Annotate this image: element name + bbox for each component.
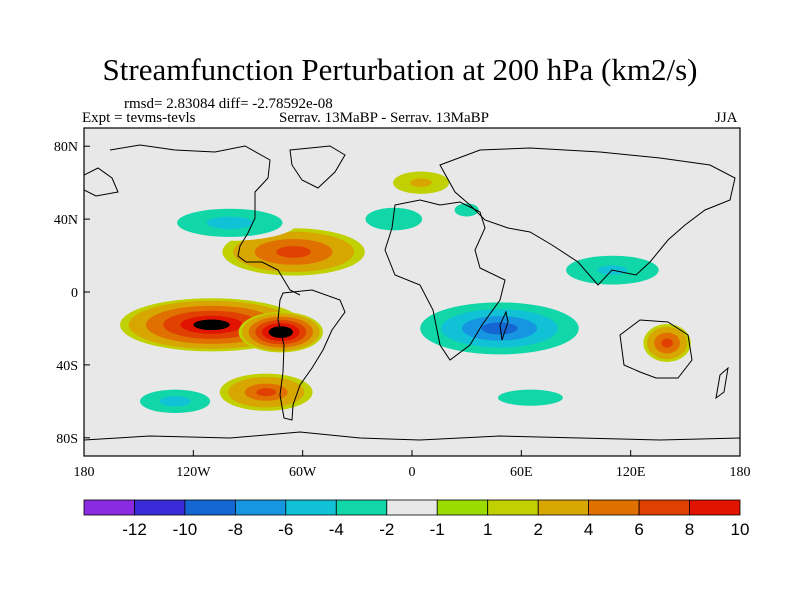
x-tick-label: 120E <box>616 465 646 480</box>
contour-band-9 <box>662 339 672 347</box>
x-tick-label: 60W <box>289 465 317 480</box>
y-tick-label: 80S <box>56 432 78 447</box>
colorbar-label: 4 <box>584 520 593 539</box>
x-tick-label: 120W <box>176 465 211 480</box>
colorbar-label: 1 <box>483 520 492 539</box>
season-label: JJA <box>715 110 738 126</box>
colorbar-swatch <box>638 499 690 516</box>
colorbar-swatch <box>184 499 236 516</box>
contour-band-3 <box>165 398 185 405</box>
colorbar-label: -10 <box>173 520 198 539</box>
coast-south-america <box>277 289 346 421</box>
contour-band-4 <box>278 247 309 257</box>
contour-band-7 <box>481 322 518 335</box>
contour-band-5 <box>215 218 245 227</box>
coast-australia <box>619 319 693 379</box>
contour-band-2 <box>256 388 277 397</box>
x-tick-label: 60E <box>510 465 533 480</box>
colorbar-label: 8 <box>685 520 694 539</box>
experiment-label: Expt = tevms-tevls <box>82 110 196 126</box>
x-tick-label: 180 <box>730 465 751 480</box>
colorbar-label: -6 <box>278 520 293 539</box>
y-tick-label: 40N <box>54 213 78 228</box>
stats-text: rmsd= 2.83084 diff= -2.78592e-08 <box>124 96 333 112</box>
colorbar-swatch <box>537 499 590 516</box>
contour-band-10 <box>461 207 472 213</box>
coast-madagascar <box>499 310 509 341</box>
colorbar-swatch <box>83 499 135 516</box>
coast-alaska <box>84 167 119 197</box>
coast-europe-africa <box>384 199 506 361</box>
colorbar-label: 10 <box>731 520 750 539</box>
colorbar-swatch <box>588 499 640 516</box>
x-axis: 180 120W 60W 0 60E 120E 180 <box>74 450 751 480</box>
contour-band-11 <box>410 178 432 187</box>
comparison-label: Serrav. 13MaBP - Serrav. 13MaBP <box>279 110 489 126</box>
colorbar-swatch <box>689 499 741 516</box>
y-tick-label: 40S <box>56 359 78 374</box>
colorbar-label: -4 <box>329 520 344 539</box>
colorbar-swatch <box>335 499 388 516</box>
y-tick-label: 80N <box>54 140 78 155</box>
coast-north-america <box>109 144 301 296</box>
colorbar-swatch <box>487 499 539 516</box>
colorbar-label: -1 <box>430 520 445 539</box>
contour-band-0 <box>193 319 230 330</box>
coast-asia <box>439 147 736 286</box>
contour-band-8 <box>517 394 544 402</box>
colorbar-swatch <box>134 499 186 516</box>
colorbar-swatch <box>386 499 438 516</box>
coast-antarctica <box>84 431 740 441</box>
plot-title: Streamfunction Perturbation at 200 hPa (… <box>102 52 698 87</box>
coastlines <box>84 144 740 441</box>
colorbar-swatch <box>285 499 337 516</box>
colorbar-label: -8 <box>228 520 243 539</box>
colorbar-label: -12 <box>122 520 147 539</box>
y-axis: 80N 40N 0 40S 80S <box>54 140 90 447</box>
coast-greenland <box>289 145 346 189</box>
colorbar-label: 2 <box>533 520 542 539</box>
x-tick-label: 0 <box>409 465 416 480</box>
colorbar: -12 -10 -8 -6 -4 -2 -1 1 2 4 6 8 10 <box>83 499 750 539</box>
contour-band-6 <box>382 214 406 224</box>
colorbar-swatch <box>234 499 287 516</box>
colorbar-label: 6 <box>634 520 643 539</box>
y-tick-label: 0 <box>71 286 78 301</box>
colorbar-label: -2 <box>379 520 394 539</box>
colorbar-swatch <box>436 499 489 516</box>
x-tick-label: 180 <box>74 465 95 480</box>
coast-new-zealand <box>715 366 729 400</box>
